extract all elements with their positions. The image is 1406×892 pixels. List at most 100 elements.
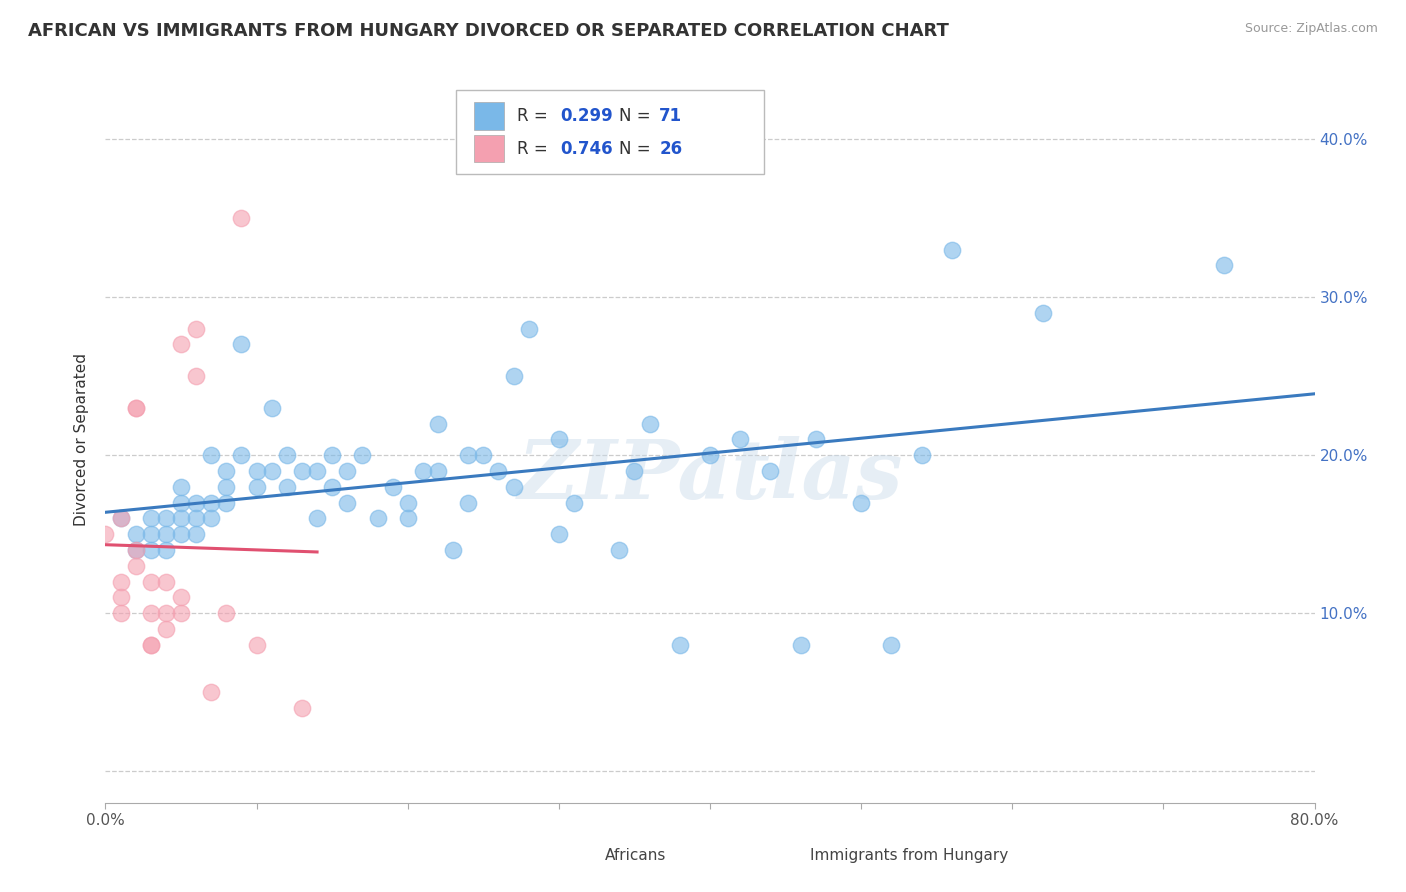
Point — [110, 511, 132, 525]
Point — [352, 448, 374, 462]
Point — [110, 606, 132, 620]
Point — [124, 401, 148, 415]
Text: N =: N = — [620, 139, 657, 158]
Point — [155, 543, 177, 558]
Text: 0.746: 0.746 — [560, 139, 613, 158]
Point — [849, 495, 872, 509]
Point — [457, 448, 479, 462]
FancyBboxPatch shape — [560, 845, 602, 868]
Point — [880, 638, 903, 652]
Point — [638, 417, 661, 431]
Point — [186, 495, 208, 509]
Point — [548, 527, 571, 541]
Point — [170, 606, 193, 620]
Point — [396, 495, 419, 509]
Point — [276, 448, 298, 462]
Point — [291, 701, 314, 715]
Point — [941, 243, 963, 257]
Point — [200, 511, 222, 525]
Text: ZIPatlas: ZIPatlas — [517, 435, 903, 516]
Point — [609, 543, 631, 558]
Point — [321, 448, 343, 462]
Point — [427, 464, 450, 478]
Point — [155, 511, 177, 525]
Point — [124, 558, 148, 573]
Point — [186, 527, 208, 541]
Point — [124, 543, 148, 558]
Point — [488, 464, 510, 478]
Point — [457, 495, 479, 509]
Text: 71: 71 — [659, 107, 682, 125]
Point — [155, 574, 177, 589]
Point — [170, 480, 193, 494]
Point — [110, 574, 132, 589]
Point — [231, 337, 253, 351]
Point — [215, 464, 238, 478]
Point — [562, 495, 585, 509]
Point — [215, 606, 238, 620]
Point — [472, 448, 495, 462]
Point — [186, 321, 208, 335]
Point — [110, 591, 132, 605]
Point — [200, 685, 222, 699]
Text: AFRICAN VS IMMIGRANTS FROM HUNGARY DIVORCED OR SEPARATED CORRELATION CHART: AFRICAN VS IMMIGRANTS FROM HUNGARY DIVOR… — [28, 22, 949, 40]
Point — [396, 511, 419, 525]
Point — [790, 638, 813, 652]
Text: N =: N = — [620, 107, 657, 125]
Point — [155, 527, 177, 541]
FancyBboxPatch shape — [765, 845, 807, 868]
Point — [669, 638, 692, 652]
Y-axis label: Divorced or Separated: Divorced or Separated — [75, 353, 90, 525]
Point — [186, 511, 208, 525]
Point — [1212, 259, 1236, 273]
Point — [110, 511, 132, 525]
Point — [215, 480, 238, 494]
Point — [276, 480, 298, 494]
Point — [260, 464, 283, 478]
FancyBboxPatch shape — [456, 90, 765, 174]
Point — [94, 527, 117, 541]
Point — [139, 543, 162, 558]
Point — [730, 433, 752, 447]
Point — [336, 495, 359, 509]
Point — [170, 495, 193, 509]
Point — [170, 591, 193, 605]
Text: R =: R = — [516, 139, 553, 158]
Point — [623, 464, 645, 478]
Point — [246, 480, 269, 494]
Point — [911, 448, 934, 462]
Point — [517, 321, 540, 335]
Point — [139, 638, 162, 652]
Point — [231, 448, 253, 462]
Point — [170, 511, 193, 525]
Point — [246, 464, 269, 478]
Point — [124, 527, 148, 541]
Text: Source: ZipAtlas.com: Source: ZipAtlas.com — [1244, 22, 1378, 36]
Point — [548, 433, 571, 447]
Point — [186, 369, 208, 384]
Point — [231, 211, 253, 225]
Text: 0.299: 0.299 — [560, 107, 613, 125]
Point — [260, 401, 283, 415]
Point — [139, 574, 162, 589]
Point — [200, 495, 222, 509]
Point — [124, 543, 148, 558]
Point — [366, 511, 388, 525]
Point — [412, 464, 434, 478]
Text: Immigrants from Hungary: Immigrants from Hungary — [810, 847, 1008, 863]
Point — [291, 464, 314, 478]
Point — [307, 464, 329, 478]
Point — [170, 527, 193, 541]
FancyBboxPatch shape — [474, 102, 505, 129]
Point — [1032, 306, 1054, 320]
Point — [321, 480, 343, 494]
Point — [336, 464, 359, 478]
Point — [502, 480, 524, 494]
Text: 26: 26 — [659, 139, 682, 158]
Point — [804, 433, 827, 447]
Point — [200, 448, 222, 462]
Point — [124, 401, 148, 415]
Point — [502, 369, 524, 384]
Point — [699, 448, 721, 462]
Point — [170, 337, 193, 351]
